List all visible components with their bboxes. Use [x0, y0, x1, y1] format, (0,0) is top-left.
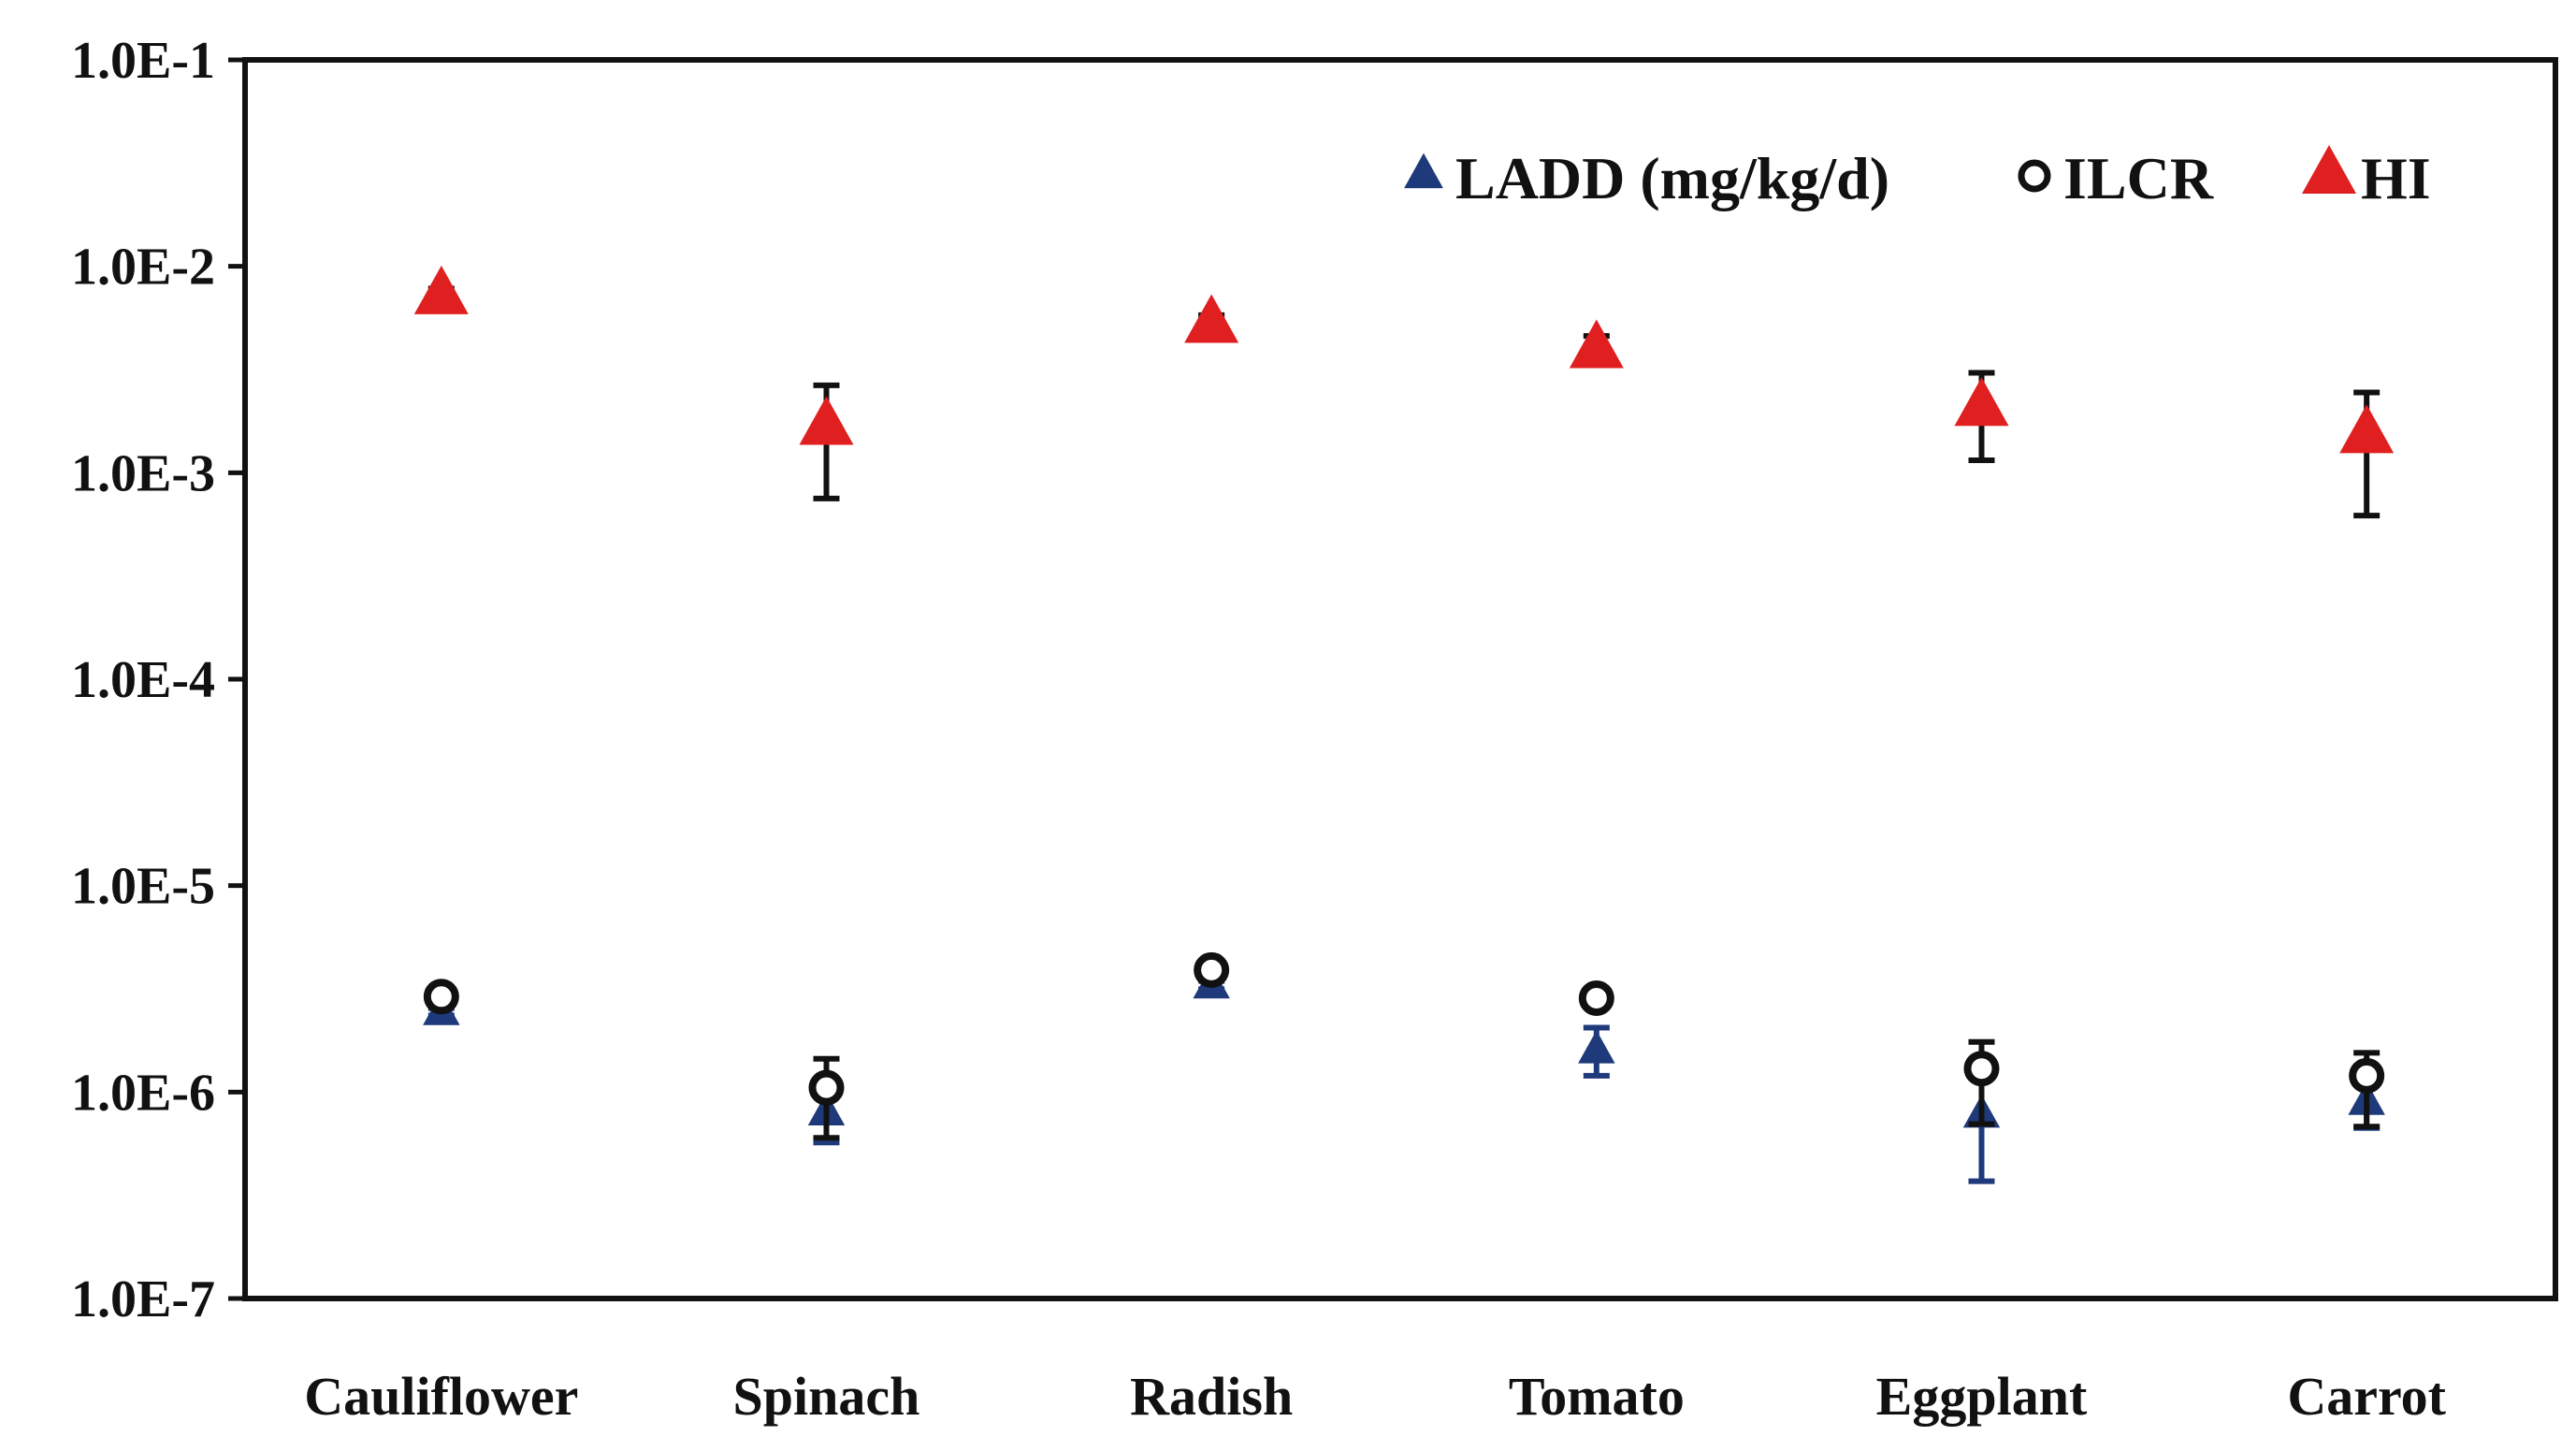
x-category-label: Cauliflower [304, 1366, 578, 1427]
x-axis: Cauliflower Spinach Radish Tomato Eggplant Ca… [304, 1366, 2446, 1427]
legend-label: HI [2361, 145, 2431, 211]
y-axis: 1.0E-1 1.0E-2 1.0E-3 1.0E-4 1.0E-5 1.0E-6 1.0E… [71, 32, 245, 1328]
series-1 [423, 951, 2385, 1141]
series-layer [413, 265, 2395, 1184]
legend-label: ILCR [2063, 145, 2214, 211]
legend-marker-triangle [2302, 145, 2356, 194]
data-point-circle [1194, 951, 1230, 988]
x-category-label: Spinach [733, 1366, 920, 1427]
data-point-triangle [1184, 294, 1239, 343]
data-point-triangle [799, 396, 854, 445]
data-point-triangle [413, 265, 469, 314]
data-point-circle [808, 1069, 845, 1106]
legend-marker-triangle [1404, 152, 1443, 189]
legend-marker-circle [2018, 159, 2051, 193]
data-point-circle [2349, 1057, 2385, 1094]
y-tick-label: 1.0E-5 [71, 858, 215, 916]
legend: LADD (mg/kg/d) ILCR HI [1404, 145, 2431, 211]
data-point-triangle [1569, 319, 1624, 369]
x-category-label: Radish [1130, 1366, 1293, 1427]
y-tick-label: 1.0E-4 [71, 651, 215, 709]
series-2 [413, 265, 2395, 519]
y-tick-label: 1.0E-1 [71, 32, 215, 90]
data-point-triangle [2339, 404, 2395, 454]
y-tick-label: 1.0E-2 [71, 239, 215, 297]
x-category-label: Tomato [1509, 1366, 1685, 1427]
data-point-circle [1963, 1051, 2000, 1087]
series-0 [423, 965, 2385, 1184]
plot-frame [242, 57, 2558, 1301]
x-category-label: Eggplant [1876, 1366, 2088, 1427]
data-point-circle [423, 979, 459, 1015]
x-category-label: Carrot [2287, 1366, 2446, 1427]
data-point-triangle [1954, 377, 2009, 427]
legend-label: LADD (mg/kg/d) [1455, 145, 1889, 211]
y-tick-label: 1.0E-7 [71, 1270, 215, 1328]
data-point-circle [1578, 979, 1614, 1016]
data-point-triangle [1578, 1030, 1615, 1064]
y-tick-label: 1.0E-3 [71, 444, 215, 502]
y-tick-label: 1.0E-6 [71, 1064, 215, 1122]
